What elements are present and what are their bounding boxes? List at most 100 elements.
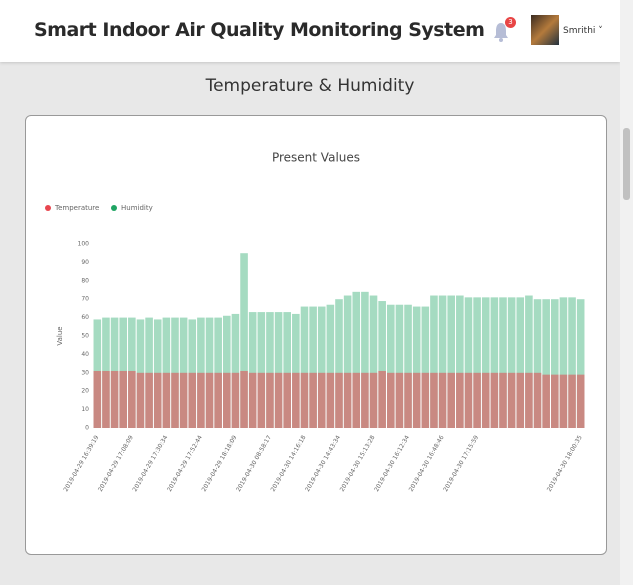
- bar: [490, 372, 499, 428]
- bar: [481, 372, 490, 428]
- bar: [300, 306, 309, 428]
- bar: [257, 372, 266, 428]
- bar: [153, 372, 162, 428]
- scrollbar[interactable]: [620, 0, 633, 585]
- x-tick-label: 2019-04-30 08:58:17: [235, 434, 273, 493]
- bar: [568, 297, 576, 428]
- bar: [576, 299, 585, 428]
- y-tick-label: 70: [81, 296, 89, 303]
- bar: [447, 372, 456, 428]
- bar: [257, 312, 266, 428]
- y-tick-label: 80: [81, 277, 89, 284]
- bar: [231, 372, 240, 428]
- bar: [292, 313, 300, 428]
- bar: [309, 306, 317, 428]
- legend-label: Humidity: [121, 204, 153, 212]
- bar: [395, 372, 404, 428]
- bar: [326, 304, 335, 428]
- bar: [343, 372, 352, 428]
- bar: [231, 313, 240, 428]
- bar: [550, 299, 559, 428]
- bar: [378, 370, 386, 428]
- bar: [533, 299, 542, 428]
- x-tick-label: 2019-04-30 15:13:28: [339, 434, 377, 493]
- y-tick-label: 40: [81, 351, 89, 358]
- x-tick-label: 2019-04-30 14:16:18: [270, 434, 308, 493]
- bell-icon[interactable]: [494, 22, 508, 42]
- bar: [343, 295, 352, 428]
- bar: [361, 291, 369, 428]
- x-tick-label: 2019-04-29 18:18:09: [201, 434, 239, 493]
- bar: [309, 372, 317, 428]
- legend-marker: [45, 205, 51, 211]
- bar: [326, 372, 335, 428]
- bar: [438, 295, 447, 428]
- bar: [421, 372, 430, 428]
- chart-title: Present Values: [272, 151, 360, 165]
- bar: [119, 370, 128, 428]
- bar: [214, 372, 222, 428]
- app-title: Smart Indoor Air Quality Monitoring Syst…: [34, 19, 485, 41]
- bar: [473, 372, 481, 428]
- bar: [542, 299, 550, 428]
- y-tick-label: 100: [78, 241, 90, 248]
- bar: [292, 372, 300, 428]
- bar: [559, 297, 568, 428]
- bar: [386, 372, 395, 428]
- x-tick-label: 2019-04-29 16:39:19: [62, 434, 100, 493]
- bar: [352, 291, 361, 428]
- bar: [559, 374, 568, 428]
- bar: [197, 372, 205, 428]
- bar: [266, 372, 274, 428]
- bar: [516, 297, 525, 428]
- bar: [378, 301, 386, 428]
- bar: [283, 312, 292, 428]
- x-tick-label: 2019-04-29 17:52:44: [166, 434, 204, 493]
- legend-label: Temperature: [54, 204, 99, 212]
- header: Smart Indoor Air Quality Monitoring Syst…: [0, 0, 620, 62]
- bar: [369, 295, 378, 428]
- bar: [499, 297, 507, 428]
- page-title: Temperature & Humidity: [205, 76, 415, 96]
- bar: [110, 370, 119, 428]
- bar: [283, 372, 292, 428]
- bar: [188, 372, 197, 428]
- bar: [248, 312, 257, 428]
- scrollbar-thumb[interactable]: [623, 128, 630, 200]
- bar: [464, 372, 473, 428]
- notification-badge[interactable]: 3: [505, 17, 516, 28]
- bar: [404, 304, 412, 428]
- bar: [404, 372, 412, 428]
- bar: [274, 372, 283, 428]
- bar: [525, 372, 533, 428]
- bar: [300, 372, 309, 428]
- bar: [386, 304, 395, 428]
- bar: [490, 297, 499, 428]
- bar: [438, 372, 447, 428]
- bar: [507, 297, 516, 428]
- bar: [550, 374, 559, 428]
- bar: [205, 372, 214, 428]
- chart-card: [25, 115, 607, 555]
- user-menu[interactable]: Smrithi ˅: [563, 26, 603, 36]
- bar: [430, 295, 438, 428]
- user-name[interactable]: Smrithi: [563, 26, 596, 36]
- bar: [136, 372, 145, 428]
- x-tick-label: 2019-04-30 14:43:34: [304, 434, 342, 493]
- bar: [240, 370, 248, 428]
- bar: [335, 372, 343, 428]
- bar: [222, 315, 231, 428]
- y-axis-label: Value: [56, 326, 64, 345]
- bar: [171, 372, 179, 428]
- y-tick-label: 60: [81, 314, 89, 321]
- bar: [507, 372, 516, 428]
- bar: [481, 297, 490, 428]
- bar: [352, 372, 361, 428]
- x-tick-label: 2019-04-30 16:48:46: [408, 434, 446, 493]
- bar: [361, 372, 369, 428]
- x-tick-label: 2019-04-29 17:08:09: [97, 434, 135, 493]
- avatar[interactable]: [531, 15, 559, 45]
- y-tick-label: 50: [81, 333, 89, 340]
- x-tick-label: 2019-04-30 17:15:59: [442, 434, 480, 493]
